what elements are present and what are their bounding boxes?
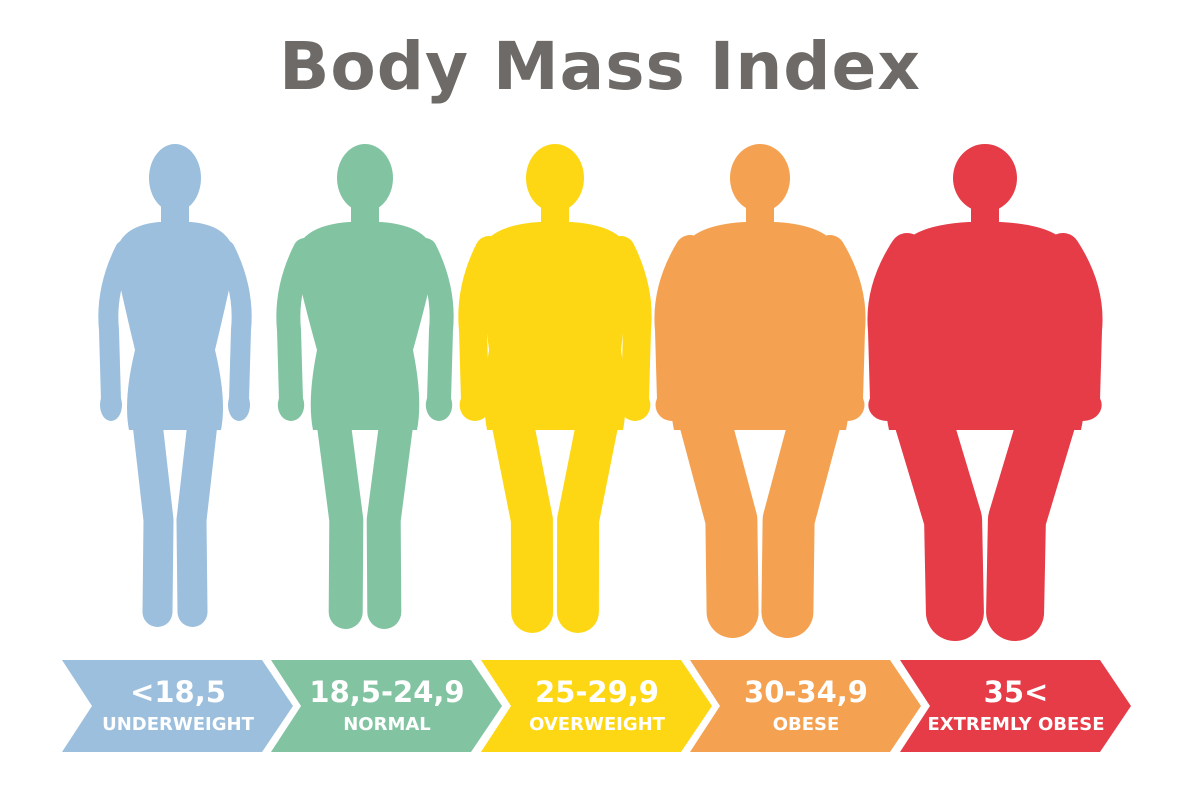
arrow-shape: [271, 660, 502, 752]
bmi-label: OBESE: [772, 714, 840, 735]
bmi-category-normal: 18,5-24,9 NORMAL: [271, 660, 503, 752]
bmi-category-underweight: <18,5 UNDERWEIGHT: [62, 660, 294, 752]
arrow-shape: [690, 660, 921, 752]
silhouette-normal: [276, 144, 454, 629]
bmi-label: OVERWEIGHT: [529, 714, 665, 735]
silhouette-overweight: [458, 144, 652, 633]
bmi-range: 18,5-24,9: [309, 675, 465, 709]
silhouette-extremely-obese: [867, 144, 1103, 641]
silhouette-obese: [654, 144, 866, 638]
bmi-label: NORMAL: [343, 714, 431, 735]
page-title: Body Mass Index: [279, 28, 921, 105]
bmi-range: 25-29,9: [535, 675, 659, 709]
bmi-category-extremely-obese: 35< EXTREMLY OBESE: [900, 660, 1132, 752]
bmi-category-overweight: 25-29,9 OVERWEIGHT: [481, 660, 713, 752]
bmi-range: <18,5: [130, 675, 226, 709]
bmi-label: UNDERWEIGHT: [102, 714, 254, 735]
arrow-shape: [62, 660, 293, 752]
arrow-shape: [481, 660, 712, 752]
bmi-category-obese: 30-34,9 OBESE: [690, 660, 922, 752]
arrow-shape: [900, 660, 1131, 752]
bmi-range: 35<: [983, 675, 1049, 709]
bmi-range: 30-34,9: [744, 675, 868, 709]
bmi-label: EXTREMLY OBESE: [927, 714, 1105, 735]
silhouette-underweight: [98, 144, 252, 627]
